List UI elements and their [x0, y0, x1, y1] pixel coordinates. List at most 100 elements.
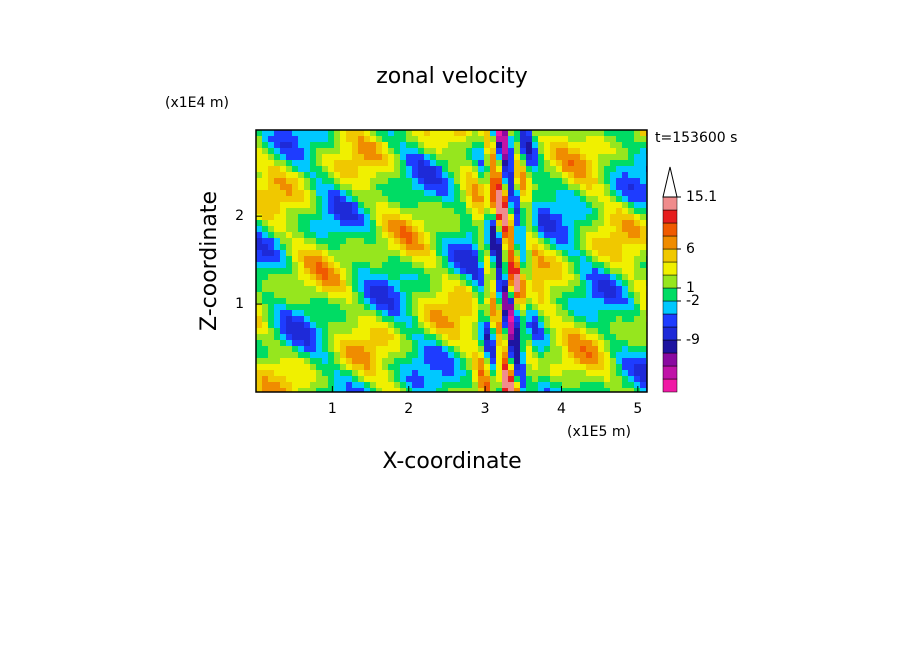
contour-cell — [562, 340, 568, 346]
contour-cell — [268, 388, 274, 392]
contour-cell — [322, 274, 328, 280]
contour-cell — [592, 298, 598, 304]
contour-cell — [346, 340, 352, 346]
contour-cell — [610, 388, 616, 392]
contour-cell — [322, 310, 328, 316]
contour-cell — [550, 232, 556, 238]
contour-cell — [544, 316, 550, 322]
contour-cell — [316, 304, 322, 310]
contour-cell — [280, 232, 286, 238]
contour-cell — [376, 262, 382, 268]
contour-cell — [466, 184, 472, 190]
contour-cell — [280, 142, 286, 148]
contour-cell — [592, 184, 598, 190]
contour-cell — [604, 250, 610, 256]
contour-cell — [586, 346, 592, 352]
contour-cell — [436, 136, 442, 142]
contour-cell — [352, 190, 358, 196]
contour-cell — [394, 172, 400, 178]
contour-cell — [322, 262, 328, 268]
contour-cell — [292, 340, 298, 346]
contour-cell — [346, 304, 352, 310]
contour-cell — [298, 202, 304, 208]
contour-cell — [490, 148, 496, 154]
contour-cell — [454, 148, 460, 154]
contour-cell — [364, 346, 370, 352]
contour-cell — [298, 226, 304, 232]
contour-cell — [574, 250, 580, 256]
contour-cell — [412, 244, 418, 250]
contour-cell — [436, 340, 442, 346]
contour-cell — [316, 280, 322, 286]
contour-cell — [472, 274, 478, 280]
contour-cell — [508, 280, 514, 286]
contour-cell — [616, 154, 622, 160]
contour-cell — [484, 160, 490, 166]
contour-cell — [526, 334, 532, 340]
contour-cell — [484, 130, 490, 136]
contour-cell — [460, 190, 466, 196]
contour-cell — [382, 328, 388, 334]
contour-cell — [424, 274, 430, 280]
contour-cell — [466, 388, 472, 392]
contour-cell — [280, 256, 286, 262]
contour-cell — [556, 370, 562, 376]
contour-cell — [388, 286, 394, 292]
contour-cell — [328, 148, 334, 154]
contour-cell — [532, 310, 538, 316]
contour-cell — [370, 328, 376, 334]
contour-cell — [352, 220, 358, 226]
contour-cell — [508, 388, 514, 392]
contour-cell — [460, 148, 466, 154]
contour-cell — [574, 286, 580, 292]
contour-cell — [328, 316, 334, 322]
contour-cell — [526, 136, 532, 142]
contour-cell — [352, 262, 358, 268]
contour-cell — [634, 340, 640, 346]
contour-cell — [616, 292, 622, 298]
contour-cell — [280, 298, 286, 304]
contour-cell — [514, 310, 520, 316]
contour-cell — [424, 130, 430, 136]
contour-cell — [328, 352, 334, 358]
contour-cell — [544, 310, 550, 316]
contour-cell — [286, 274, 292, 280]
contour-cell — [490, 328, 496, 334]
contour-cell — [496, 184, 502, 190]
contour-cell — [448, 370, 454, 376]
contour-cell — [376, 358, 382, 364]
y-tick-label: 1 — [235, 296, 244, 312]
contour-cell — [280, 214, 286, 220]
contour-cell — [316, 238, 322, 244]
contour-cell — [262, 136, 268, 142]
contour-cell — [364, 274, 370, 280]
contour-cell — [508, 196, 514, 202]
contour-cell — [496, 190, 502, 196]
contour-cell — [442, 208, 448, 214]
contour-cell — [568, 334, 574, 340]
contour-cell — [484, 304, 490, 310]
contour-cell — [370, 160, 376, 166]
contour-cell — [400, 148, 406, 154]
contour-cell — [346, 148, 352, 154]
contour-cell — [556, 226, 562, 232]
contour-cell — [580, 232, 586, 238]
contour-cell — [610, 376, 616, 382]
contour-cell — [304, 166, 310, 172]
contour-cell — [538, 262, 544, 268]
contour-cell — [292, 358, 298, 364]
contour-cell — [460, 226, 466, 232]
contour-cell — [592, 274, 598, 280]
contour-cell — [532, 238, 538, 244]
contour-cell — [430, 376, 436, 382]
contour-cell — [436, 190, 442, 196]
contour-cell — [328, 334, 334, 340]
contour-cell — [400, 166, 406, 172]
contour-cell — [568, 178, 574, 184]
contour-cell — [472, 352, 478, 358]
contour-cell — [382, 136, 388, 142]
contour-cell — [370, 346, 376, 352]
contour-cell — [382, 232, 388, 238]
contour-cell — [598, 232, 604, 238]
contour-cell — [406, 250, 412, 256]
